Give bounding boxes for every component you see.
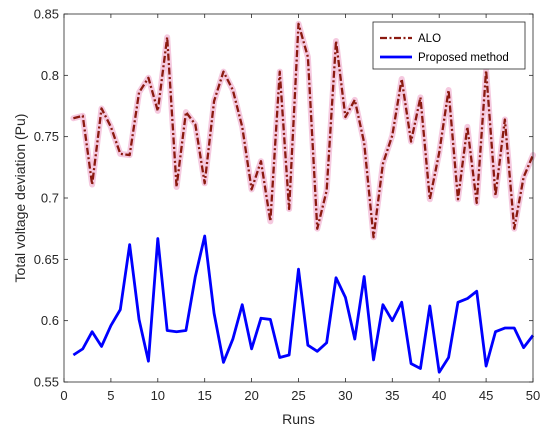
x-tick-label: 40 xyxy=(432,388,446,403)
x-tick-label: 50 xyxy=(526,388,540,403)
legend: ALO Proposed method xyxy=(372,21,526,70)
y-tick-label: 0.75 xyxy=(34,129,59,144)
legend-label-alo: ALO xyxy=(418,33,441,45)
series-line-alo xyxy=(73,22,535,239)
series-layer xyxy=(70,20,536,374)
x-tick-label: 0 xyxy=(60,388,67,403)
y-tick-label: 0.8 xyxy=(41,68,59,83)
y-tick-label: 0.55 xyxy=(34,375,59,390)
x-tick-label: 15 xyxy=(197,388,211,403)
y-tick-label: 0.85 xyxy=(34,7,59,22)
legend-box xyxy=(372,21,526,70)
legend-label-proposed-method: Proposed method xyxy=(418,52,509,64)
series-line-proposed-method xyxy=(72,234,535,374)
x-tick-label: 45 xyxy=(479,388,493,403)
x-axis-title: Runs xyxy=(282,411,315,427)
x-tick-label: 25 xyxy=(291,388,305,403)
axes-layer: 0 5 10 15 20 25 30 35 40 45 50 0.55 0.6 0.65 0.7 0.75 0.… xyxy=(34,7,541,404)
y-tick-label: 0.7 xyxy=(41,191,59,206)
x-tick-label: 35 xyxy=(385,388,399,403)
x-tick-label: 5 xyxy=(107,388,114,403)
y-axis-title: Total voltage deviation (Pu) xyxy=(12,114,28,283)
y-tick-label: 0.65 xyxy=(34,252,59,267)
x-tick-label: 30 xyxy=(338,388,352,403)
x-tick-label: 10 xyxy=(151,388,165,403)
y-tick-label: 0.6 xyxy=(41,313,59,328)
x-tick-label: 20 xyxy=(244,388,258,403)
